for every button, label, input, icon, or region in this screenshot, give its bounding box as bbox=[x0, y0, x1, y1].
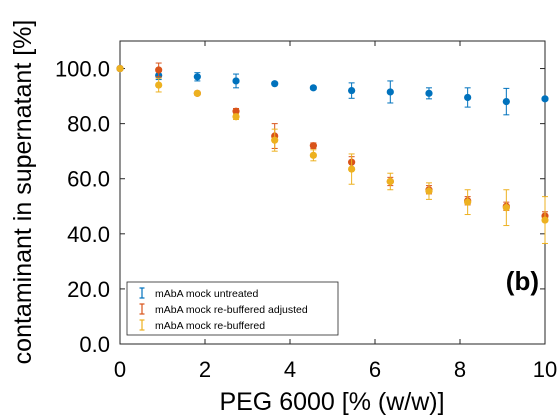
y-axis-title: contaminant in supernatant [%] bbox=[9, 20, 37, 365]
data-point bbox=[116, 64, 124, 73]
legend-label: mAbA mock untreated bbox=[155, 288, 258, 300]
legend: mAbA mock untreated mAbA mock re-buffered… bbox=[126, 281, 339, 336]
x-tick-label: 6 bbox=[369, 357, 381, 382]
data-point bbox=[309, 142, 317, 150]
y-tick-label: 80.0 bbox=[67, 112, 110, 137]
series-3 bbox=[116, 64, 549, 244]
data-point bbox=[386, 88, 394, 96]
data-point bbox=[193, 73, 201, 81]
legend-label: mAbA mock re-buffered adjusted bbox=[155, 304, 308, 316]
panel-label: (b) bbox=[506, 266, 539, 296]
data-point bbox=[348, 86, 356, 95]
data-point bbox=[271, 80, 279, 88]
data-point bbox=[232, 113, 240, 121]
data-point bbox=[464, 198, 472, 206]
data-point bbox=[464, 93, 472, 102]
data-point bbox=[502, 204, 510, 212]
legend-label: mAbA mock re-buffered bbox=[155, 320, 265, 332]
data-point bbox=[541, 216, 549, 224]
plot-area bbox=[116, 62, 549, 244]
x-axis: 0 2 4 6 8 10 bbox=[114, 41, 557, 382]
data-point bbox=[541, 95, 549, 103]
x-axis-title: PEG 6000 [% (w/w)] bbox=[219, 388, 444, 416]
legend-box bbox=[126, 281, 339, 336]
y-tick-label: 60.0 bbox=[67, 167, 110, 192]
data-point bbox=[232, 77, 240, 85]
data-point bbox=[309, 151, 317, 159]
data-point bbox=[155, 81, 163, 89]
y-axis: 0.0 20.0 40.0 60.0 80.0 100.0 bbox=[55, 57, 545, 357]
data-point bbox=[425, 89, 433, 97]
x-tick-label: 4 bbox=[284, 357, 296, 382]
data-point bbox=[386, 177, 394, 186]
y-tick-label: 100.0 bbox=[55, 57, 110, 82]
data-point bbox=[271, 136, 279, 144]
y-tick-label: 40.0 bbox=[67, 222, 110, 247]
y-tick-label: 20.0 bbox=[67, 277, 110, 302]
x-tick-label: 0 bbox=[114, 357, 126, 382]
data-point bbox=[309, 84, 317, 92]
plot-frame bbox=[119, 40, 546, 345]
data-point bbox=[232, 107, 240, 115]
x-tick-label: 8 bbox=[454, 357, 466, 382]
x-tick-label: 10 bbox=[533, 357, 557, 382]
y-tick-label: 0.0 bbox=[79, 332, 110, 357]
data-point bbox=[348, 165, 356, 173]
data-point bbox=[155, 66, 163, 74]
data-point bbox=[193, 89, 201, 97]
data-point bbox=[502, 98, 510, 106]
x-tick-label: 2 bbox=[199, 357, 211, 382]
data-point bbox=[425, 187, 433, 195]
